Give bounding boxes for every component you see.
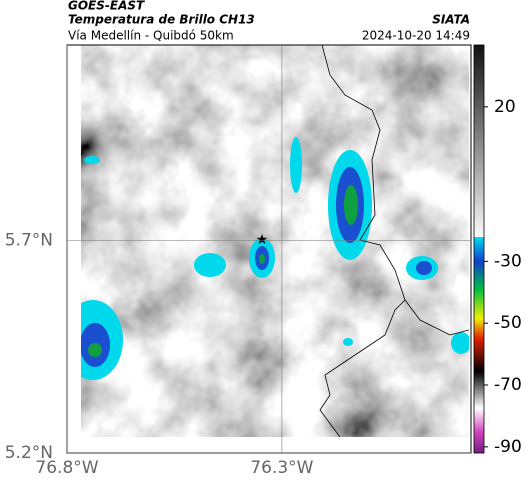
subtitle: Vía Medellín - Quibdó 50km [68,29,234,43]
title: Temperatura de Brillo CH13 [68,13,255,27]
y-tick-label: 5.2°N [5,443,53,463]
colorbar-tick-label: -30 [494,251,522,271]
y-tick-label: 5.7°N [5,231,53,251]
colorbar-tick-label: -90 [494,437,522,457]
x-tick-label: 76.8°W [35,458,98,478]
product: GOES-EAST [68,0,145,13]
colorbar-tick-label: -70 [494,375,522,395]
timestamp: 2024-10-20 14:49 [362,29,470,43]
colorbar-tick-label: -50 [494,313,522,333]
colorbar-tick-label: 20 [494,97,516,117]
satellite-image [81,45,469,437]
x-tick-label: 76.3°W [250,458,313,478]
source: SIATA [432,13,470,27]
city-marker: ★ [256,232,269,248]
colorbar [473,44,485,454]
